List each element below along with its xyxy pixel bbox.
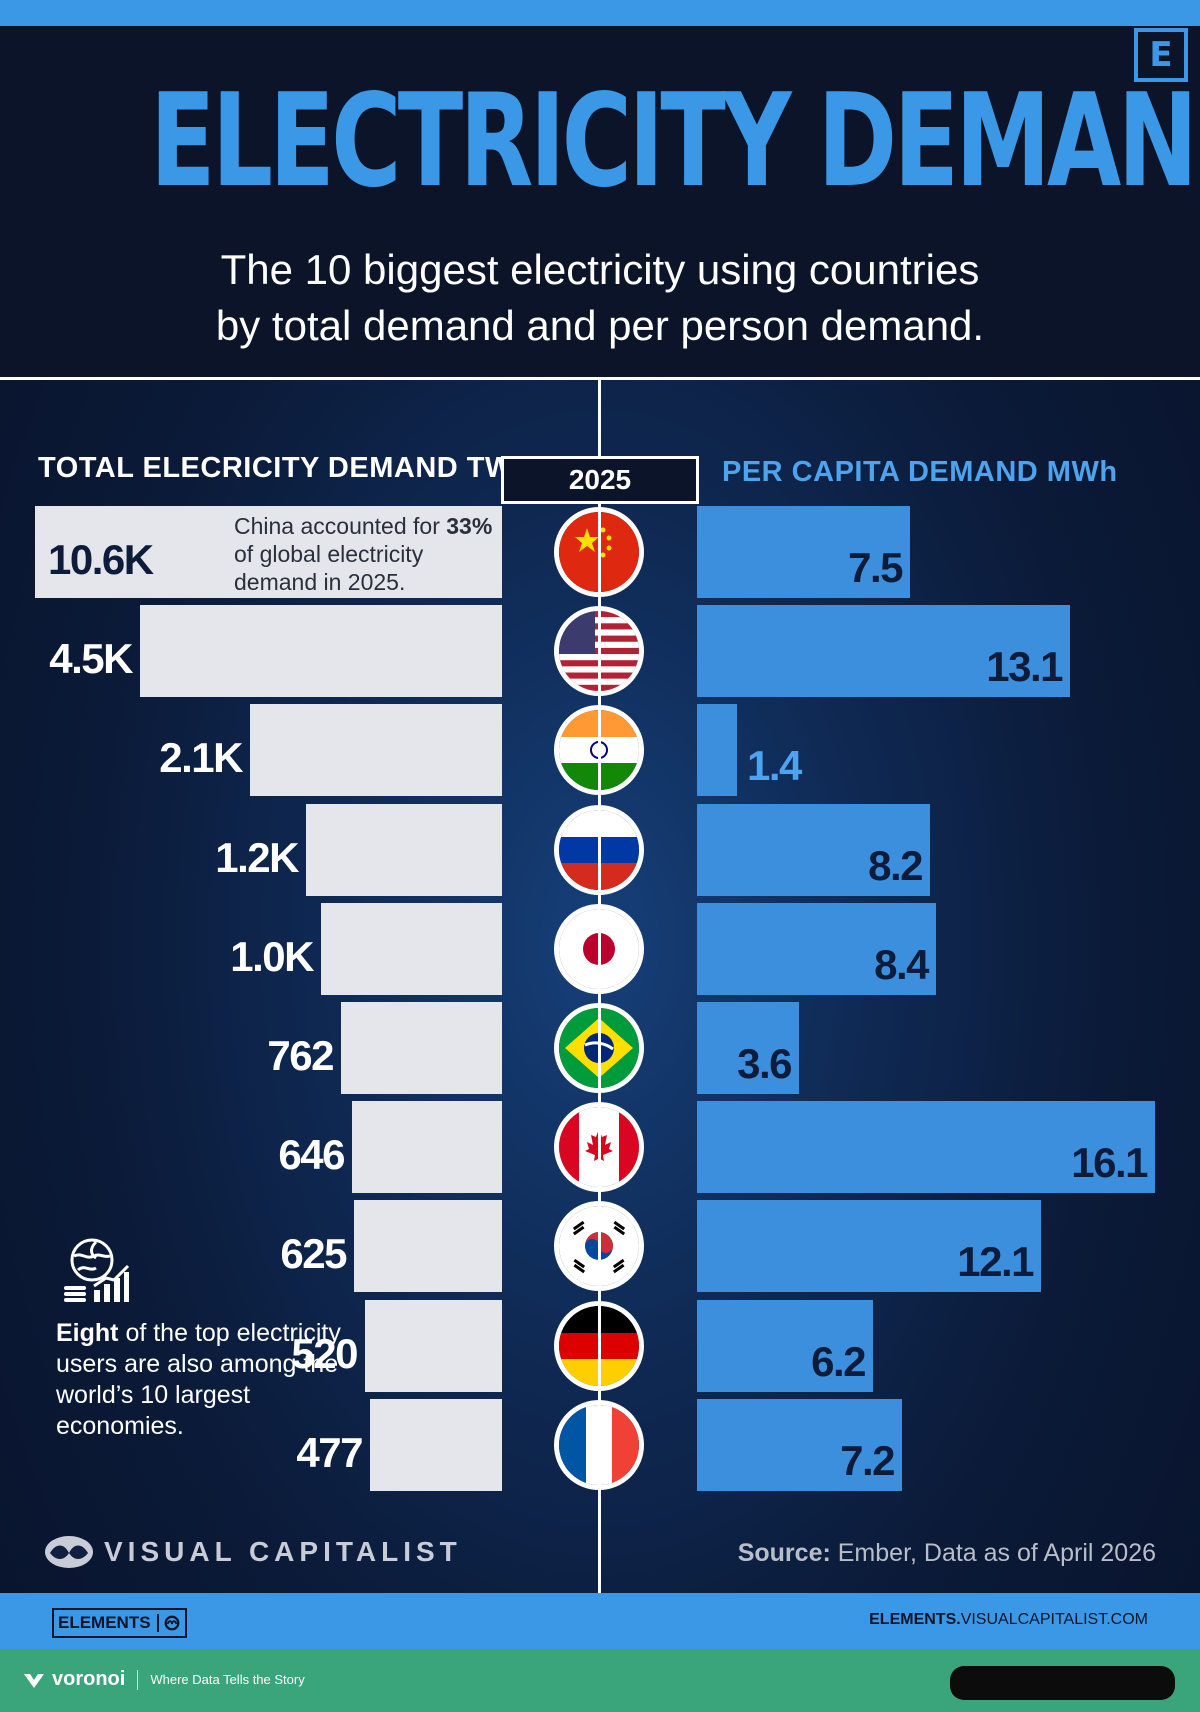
econ-note-bold: Eight [56, 1319, 119, 1347]
visual-capitalist-logo-icon [45, 1536, 93, 1568]
footer-url-rest: VISUALCAPITALIST.COM [960, 1611, 1148, 1628]
header-background [0, 26, 1200, 380]
per-capita-bar-france [697, 1399, 902, 1491]
economies-annotation: Eight of the top electricity users are a… [56, 1318, 376, 1442]
per-capita-label-brazil: 3.6 [737, 1040, 792, 1087]
total-demand-label-united-states: 4.5K [49, 635, 133, 682]
china-note-percent: 33% [446, 513, 493, 539]
source-text: Ember, Data as of April 2026 [830, 1539, 1156, 1567]
voronoi-tagline: Where Data Tells the Story [150, 1672, 305, 1687]
per-capita-bar-united-states [697, 605, 1070, 697]
per-capita-bar-india [697, 704, 737, 796]
per-capita-bar-japan [697, 903, 936, 995]
per-capita-label-germany: 6.2 [811, 1338, 866, 1385]
per-capita-label-canada: 16.1 [1071, 1139, 1148, 1186]
econ-note-text: of the top electricity users are also am… [56, 1319, 341, 1440]
per-capita-label-india: 1.4 [747, 742, 802, 789]
per-capita-bar-canada [697, 1101, 1155, 1193]
total-demand-bar-india [250, 704, 502, 796]
subtitle-line1: The 10 biggest electricity using countri… [220, 246, 980, 293]
total-demand-label-russia: 1.2K [215, 834, 299, 881]
total-demand-bar-france [370, 1399, 502, 1491]
voronoi-logo-icon [24, 1673, 44, 1688]
visual-capitalist-brand: VISUAL CAPITALIST [44, 1535, 462, 1569]
footer-bar [0, 1593, 1200, 1649]
per-capita-label-russia: 8.2 [868, 842, 923, 889]
redaction-scribble [950, 1666, 1175, 1700]
source-credit: Source: Ember, Data as of April 2026 [738, 1539, 1156, 1568]
title-part1: ELECTRICITY [150, 67, 792, 216]
subtitle: The 10 biggest electricity using countri… [100, 242, 1100, 354]
globe-chart-icon [64, 1238, 130, 1302]
per-capita-bar-germany [697, 1300, 873, 1392]
voronoi-name: voronoi [52, 1668, 126, 1690]
per-capita-label-france: 7.2 [840, 1437, 895, 1484]
elements-badge-label: ELEMENTS [58, 1613, 151, 1632]
center-divider [598, 380, 601, 1593]
per-capita-bar-china [697, 506, 910, 598]
per-capita-bar-south-korea [697, 1200, 1041, 1292]
footer-url-bold: ELEMENTS. [869, 1611, 961, 1628]
total-demand-label-germany: 520 [291, 1330, 358, 1377]
total-demand-bar-japan [321, 903, 502, 995]
per-capita-label-south-korea: 12.1 [957, 1238, 1034, 1285]
total-demand-label-south-korea: 625 [280, 1230, 347, 1277]
voronoi-separator [137, 1669, 139, 1690]
total-demand-label-china: 10.6K [48, 536, 154, 583]
page-title: ELECTRICITY DEMAND [150, 62, 1200, 222]
brand-name: VISUAL CAPITALIST [104, 1536, 462, 1567]
china-note-text: China accounted for [234, 513, 447, 539]
per-capita-label-japan: 8.4 [874, 941, 929, 988]
total-demand-label-canada: 646 [278, 1131, 345, 1178]
source-label: Source: [737, 1539, 831, 1567]
right-axis-title: PER CAPITA DEMAND MWh [722, 456, 1118, 488]
per-capita-bar-russia [697, 804, 930, 896]
year-label: 2025 [501, 456, 699, 504]
subtitle-line2: by total demand and per person demand. [215, 302, 985, 349]
per-capita-label-united-states: 13.1 [986, 643, 1063, 690]
elements-mini-logo-icon [156, 1614, 179, 1632]
total-demand-bar-canada [352, 1101, 502, 1193]
title-part2: DEMAND [817, 67, 1200, 216]
total-demand-label-brazil: 762 [267, 1032, 334, 1079]
china-note-text-end: of global electricity demand in 2025. [234, 541, 424, 595]
elements-logo-icon: E [1134, 28, 1188, 82]
total-demand-bar-germany [365, 1300, 502, 1392]
total-demand-bar-russia [306, 804, 502, 896]
top-accent-strip [0, 0, 1200, 26]
per-capita-label-china: 7.5 [848, 544, 903, 591]
total-demand-bar-brazil [341, 1002, 502, 1094]
total-demand-label-india: 2.1K [159, 734, 243, 781]
china-annotation: China accounted for 33% of global electr… [234, 512, 494, 596]
total-demand-label-japan: 1.0K [230, 933, 314, 980]
voronoi-brand: voronoi Where Data Tells the Story [22, 1668, 305, 1691]
per-capita-bar-brazil [697, 1002, 799, 1094]
total-demand-label-france: 477 [296, 1429, 363, 1476]
elements-badge: ELEMENTS [52, 1608, 187, 1638]
footer-url[interactable]: ELEMENTS.VISUALCAPITALIST.COM [869, 1611, 1148, 1629]
left-axis-title: TOTAL ELECRICITY DEMAND TWh [38, 452, 532, 484]
total-demand-bar-south-korea [354, 1200, 502, 1292]
total-demand-bar-china [35, 506, 502, 598]
total-demand-bar-united-states [140, 605, 502, 697]
header-divider [0, 377, 1200, 380]
